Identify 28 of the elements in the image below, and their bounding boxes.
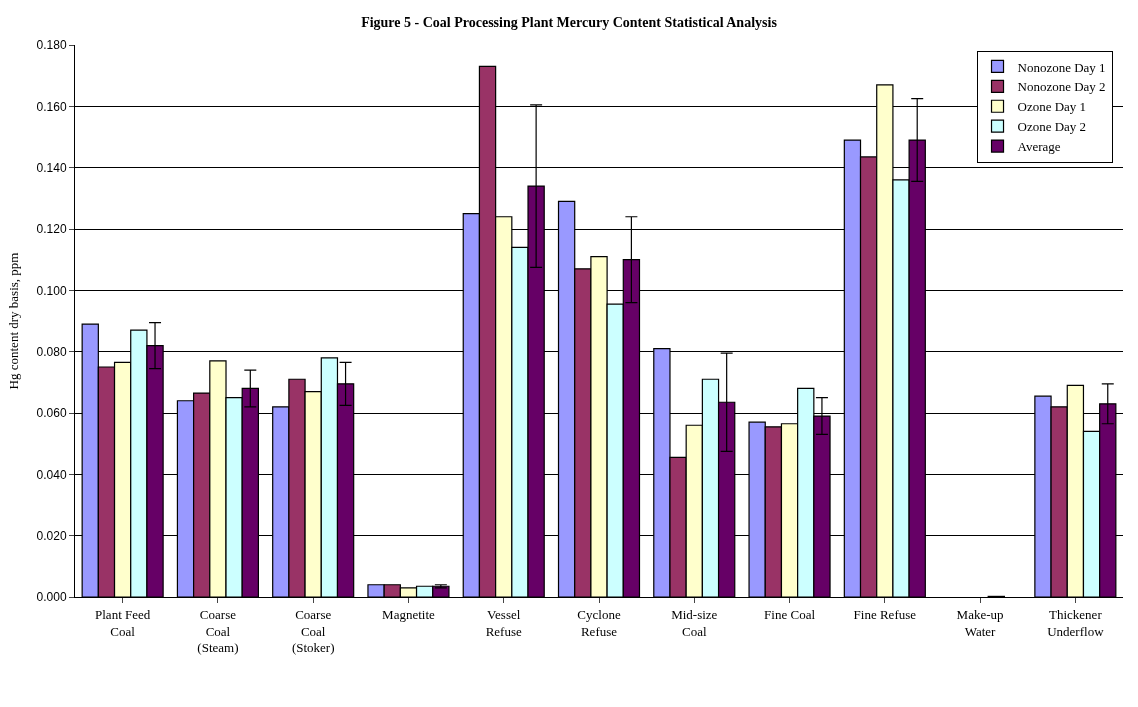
y-tick-label: 0.180 <box>36 38 67 53</box>
x-tick-label: Make-up Water <box>956 606 1004 639</box>
x-tick-label: Coarse Coal (Steam) <box>197 606 239 656</box>
y-tick-label: 0.160 <box>36 99 67 114</box>
legend-label: Nonozone Day 1 <box>1017 59 1106 75</box>
x-tick-label: Plant Feed Coal <box>95 606 151 639</box>
legend-label: Average <box>1017 139 1061 155</box>
y-tick-label: 0.100 <box>36 283 67 298</box>
y-tick-label: 0.080 <box>36 344 67 359</box>
x-tick-label: Fine Refuse <box>853 606 917 622</box>
x-tick-label: Mid-size Coal <box>671 606 718 639</box>
x-tick-label: Vessel Refuse <box>485 606 522 639</box>
x-tick-label: Fine Coal <box>764 606 816 622</box>
y-tick-label: 0.000 <box>36 590 67 605</box>
y-tick-label: 0.060 <box>36 406 67 421</box>
y-tick-label: 0.120 <box>36 222 67 237</box>
chart-title: Figure 5 - Coal Processing Plant Mercury Content Statistical Analysis <box>361 15 778 31</box>
x-tick-label: Thickener Underflow <box>1047 606 1105 639</box>
legend-label: Ozone Day 1 <box>1017 99 1087 115</box>
x-tick-label: Magnetite <box>382 606 436 622</box>
y-tick-label: 0.140 <box>36 160 67 175</box>
y-tick-label: 0.020 <box>36 528 67 543</box>
x-tick-label: Cyclone Refuse <box>577 606 621 639</box>
y-axis-title: Hg content dry basis, ppm <box>5 252 21 390</box>
legend-label: Nonozone Day 2 <box>1017 79 1106 95</box>
y-tick-label: 0.040 <box>36 467 67 482</box>
legend-label: Ozone Day 2 <box>1017 119 1087 135</box>
x-tick-label: Coarse Coal (Stoker) <box>291 606 335 656</box>
